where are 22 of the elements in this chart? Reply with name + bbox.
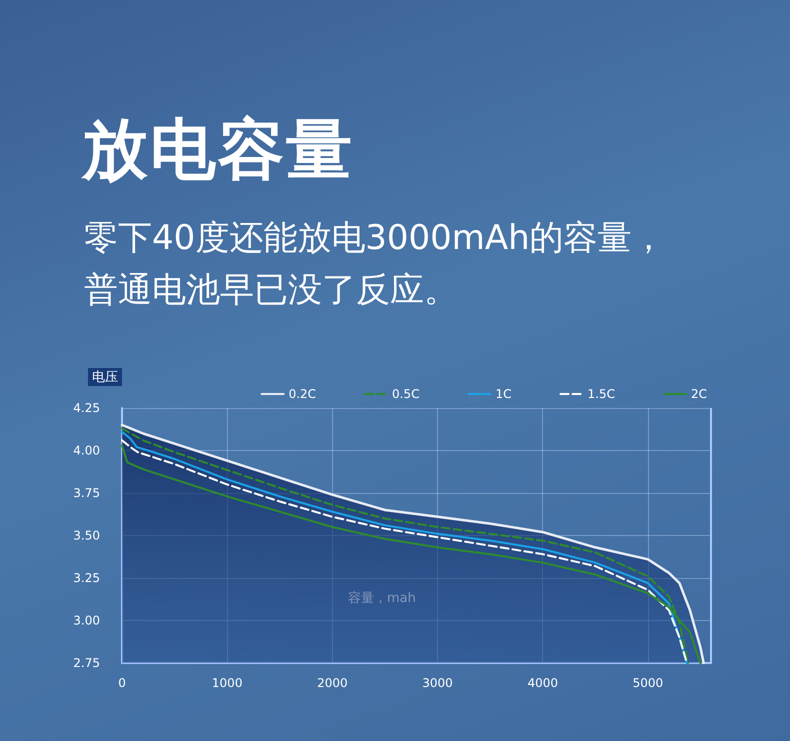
x-axis-title: 容量，mah: [348, 590, 416, 606]
y-tick-label: 3.75: [73, 486, 100, 500]
legend-label: 0.2C: [288, 387, 316, 401]
x-tick-label: 1000: [212, 676, 242, 690]
legend-label: 1.5C: [588, 387, 615, 401]
legend-label: 0.5C: [392, 387, 420, 401]
y-tick-label: 3.50: [73, 528, 100, 542]
legend-label: 1C: [496, 387, 512, 401]
y-tick-label: 3.25: [73, 571, 100, 585]
y-axis-title: 电压: [92, 370, 118, 385]
y-tick-label: 4.00: [73, 444, 100, 458]
y-tick-label: 2.75: [73, 656, 100, 670]
x-tick-label: 4000: [527, 676, 558, 690]
x-tick-label: 5000: [632, 676, 664, 690]
y-tick-label: 4.25: [73, 401, 100, 415]
x-tick-label: 2000: [317, 676, 348, 690]
y-tick-label: 3.00: [73, 614, 100, 628]
x-tick-label: 0: [118, 676, 126, 690]
chart-title: 放电容量: [82, 110, 354, 190]
chart-subtitle: 零下40度还能放电3000mAh的容量，普通电池早已没了反应。: [84, 217, 667, 312]
legend-label: 2C: [690, 387, 707, 401]
x-tick-label: 3000: [422, 676, 453, 690]
